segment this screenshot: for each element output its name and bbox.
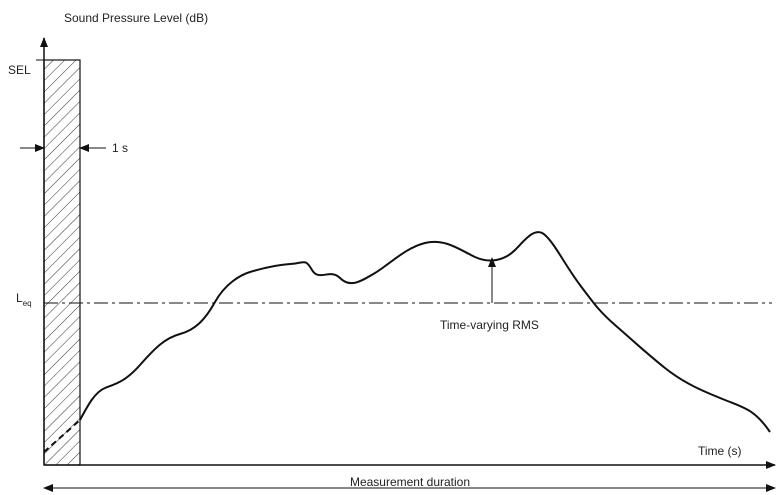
duration-label: Measurement duration [350,475,470,489]
x-axis-label: Time (s) [698,444,742,458]
leq-main: L [16,291,23,305]
rms-curve [79,231,771,433]
rms-label: Time-varying RMS [440,318,539,332]
sel-bar [43,59,81,466]
rms-curve-start [43,419,81,453]
sel-label: SEL [8,63,31,77]
width-label: 1 s [112,141,128,155]
leq-sub: eq [23,299,32,308]
leq-label: Leq [16,291,32,308]
y-axis-label: Sound Pressure Level (dB) [64,11,208,25]
